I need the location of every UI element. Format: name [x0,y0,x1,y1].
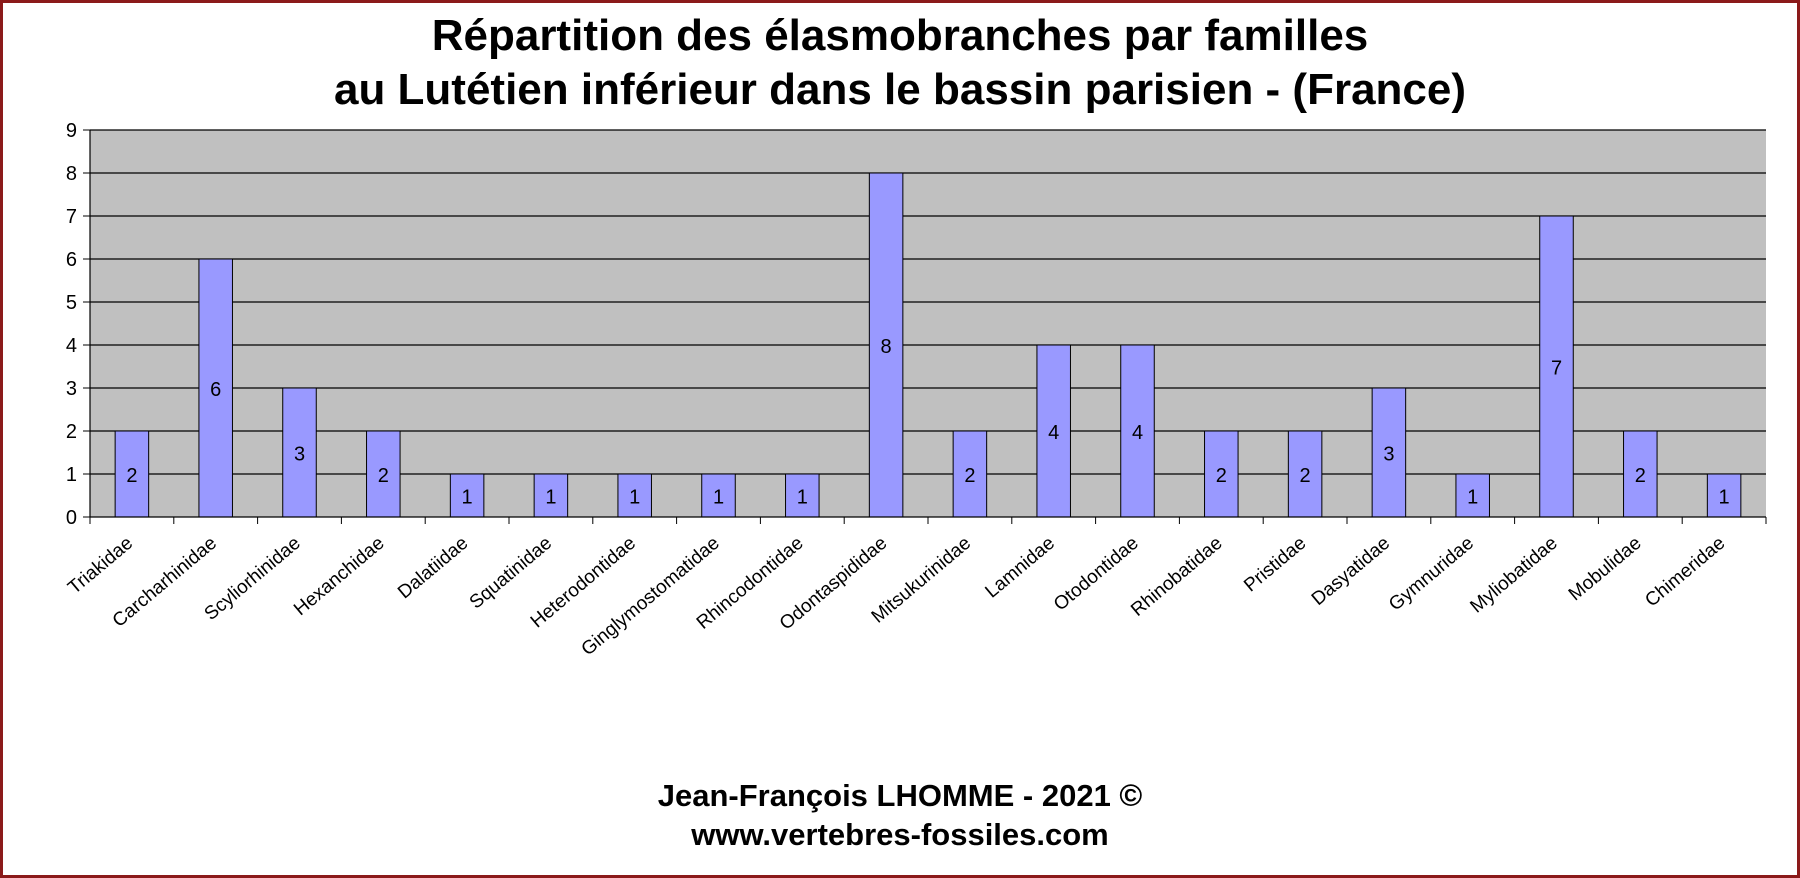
data-label: 4 [1048,422,1059,444]
chart-title-line-1: Répartition des élasmobranches par famil… [431,11,1369,60]
bar [868,172,904,518]
bar [1455,473,1490,518]
y-tick-label: 3 [66,378,77,400]
category-label: Dasyatidae [1308,533,1394,610]
bars [114,172,1742,518]
data-label: 3 [1383,444,1394,466]
y-tick-label: 2 [66,421,77,443]
y-tick-label: 1 [66,464,77,486]
data-label: 2 [126,465,137,487]
data-label: 3 [294,444,305,466]
bar [1623,430,1658,518]
category-label: Hexanchidae [290,533,388,620]
category-label: Mobulidae [1565,533,1646,605]
bar [701,473,736,518]
y-tick-label: 4 [66,335,77,357]
category-label: Pristidae [1240,533,1310,597]
chart-title-line-2: au Lutétien inférieur dans le bassin par… [333,65,1467,114]
y-tick-label: 7 [66,206,77,228]
category-label: Myliobatidae [1467,533,1562,618]
category-label: Lamnidae [981,533,1058,603]
data-label: 1 [797,487,808,509]
category-label: Rhinobatidae [1127,533,1226,621]
data-label: 6 [210,379,221,401]
data-label: 2 [1216,465,1227,487]
data-label: 2 [1300,465,1311,487]
bar [282,387,317,518]
data-label: 1 [1467,487,1478,509]
category-label: Chimeridae [1641,533,1729,612]
data-label: 7 [1551,358,1562,380]
y-tick-label: 9 [66,120,77,142]
website-url: www.vertebres-fossiles.com [691,817,1109,852]
y-tick-label: 6 [66,249,77,271]
bar [1371,387,1407,518]
data-label: 8 [881,336,892,358]
bar [785,473,820,518]
category-label: Dalatiidae [394,533,472,603]
data-label: 4 [1132,422,1143,444]
data-label: 1 [545,487,556,509]
axes [83,129,1767,524]
plot-area [90,130,1766,517]
category-label: Squatinidae [466,533,556,614]
bar [114,430,150,518]
bar [533,473,569,518]
author-credit: Jean-François LHOMME - 2021 © [657,778,1143,813]
category-label: Ginglymostomatidae [578,533,724,660]
category-label: Gymnuridae [1385,533,1478,616]
y-tick-label: 5 [66,292,77,314]
bar [1539,215,1574,518]
data-label: 1 [1719,487,1730,509]
data-label: 2 [1635,465,1646,487]
data-label: 1 [713,487,724,509]
y-tick-label: 0 [66,507,77,529]
bar [952,430,988,518]
bar [198,258,233,518]
data-label: 2 [964,465,975,487]
category-label: Triakidae [64,533,137,599]
y-tick-label: 8 [66,163,77,185]
data-label: 1 [462,487,473,509]
data-label: 1 [629,487,640,509]
bar [1287,430,1323,518]
data-label: 2 [378,465,389,487]
